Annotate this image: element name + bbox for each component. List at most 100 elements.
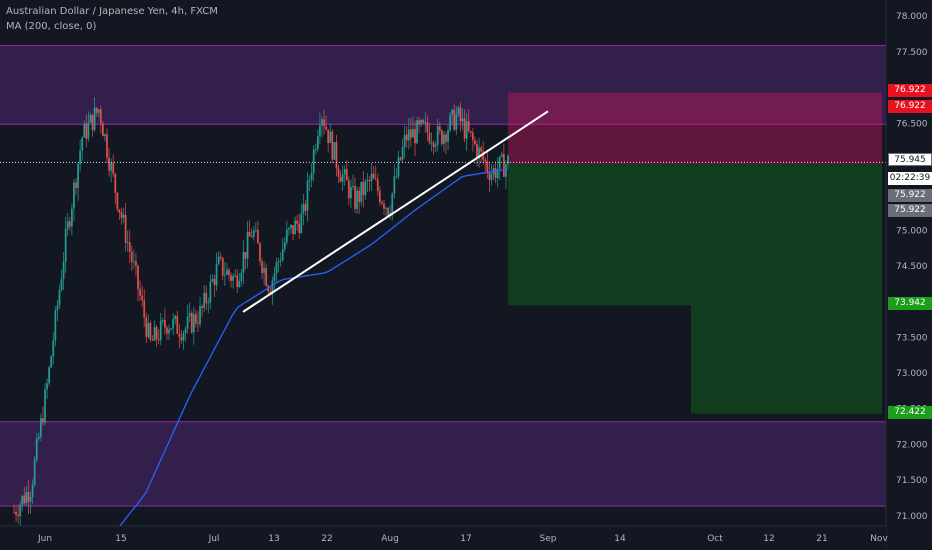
candle-body [97,109,100,113]
candle-body [139,289,141,296]
candle-body [281,249,284,261]
candle-body [418,120,421,125]
price-tick-label: 74.500 [896,262,928,272]
stop-price-badge-2: 76.922 [888,100,932,113]
candle-body [304,204,307,211]
candle-body [397,157,400,177]
candle-body [130,251,133,262]
target-2-badge: 72.422 [888,406,932,419]
candle-body [228,269,230,276]
candle-body [372,173,375,179]
candle-body [405,134,408,141]
entry-price-badge: 75.922 [888,189,932,202]
candle-body [234,275,237,277]
candle-body [215,264,218,286]
candle-body [39,418,42,437]
candle-body [15,511,17,516]
candle-body [194,314,197,324]
time-tick-label: Oct [707,534,723,544]
stop-price-badge: 76.922 [888,84,932,97]
candle-body [203,292,206,308]
candle-body [170,328,172,330]
candle-body [347,180,350,199]
price-tick-label: 72.000 [896,440,928,450]
candle-body [352,185,354,187]
candle-body [19,504,22,517]
candle-body [430,142,433,144]
candle-body [252,230,255,237]
candle-body [480,147,483,152]
candle-body [292,224,294,235]
candle-body [240,272,243,281]
candle-body [122,214,125,218]
candle-body [277,261,280,263]
candle-body [333,142,336,160]
candle-body [476,144,478,159]
upper-resistance-zone [0,45,886,125]
candle-body [312,149,315,174]
candle-body [172,319,175,329]
ma-200-line [99,168,509,550]
candle-body [399,157,402,160]
price-scale-bg [886,0,932,550]
candle-body [414,128,416,144]
candle-body [496,169,499,178]
candle-body [407,129,410,141]
candle-body [68,221,71,227]
candle-body [132,261,135,263]
time-scale[interactable]: Jun 15 Jul 13 22 Aug 17 Sep 14 Oct 12 21 Nov [0,525,888,550]
candle-body [50,355,53,368]
time-tick-label: 22 [321,534,332,544]
candle-body [60,279,63,291]
candle-body [182,333,185,341]
candle-body [387,207,390,216]
candle-body [275,262,278,274]
price-scale[interactable]: 78.00077.50077.00076.50076.00075.50075.0… [885,0,932,550]
candle-body [457,107,460,115]
candle-body [141,295,144,301]
trendline-layer[interactable] [0,110,886,313]
candle-body [106,134,108,158]
candle-body [393,176,396,194]
candle-body [35,438,38,460]
candle-body [383,203,385,209]
candle-body [248,231,251,237]
candle-body [93,107,96,131]
candle-body [486,161,489,172]
candle-body [478,147,480,159]
candle-body [157,338,160,341]
candle-body [62,261,65,280]
candle-body [230,275,232,281]
lower-support-zone [0,421,886,507]
candle-body [463,118,466,139]
candle-body [273,273,276,281]
candle-body [395,176,398,178]
candle-body [79,150,82,165]
candle-body [469,131,472,133]
candles-layer [13,97,509,527]
candle-body [89,114,92,123]
candle-body [168,329,170,334]
candle-body [161,319,164,321]
candle-body [145,317,148,337]
candle-body [13,511,15,513]
candle-body [484,159,487,162]
candle-body [242,252,245,273]
chart-title: Australian Dollar / Japanese Yen, 4h, FX… [6,6,218,17]
candle-body [110,162,113,171]
candle-body [25,492,28,504]
candle-body [507,155,509,165]
candle-body [91,114,94,131]
candle-body [56,305,59,311]
price-tick-label: 73.500 [896,333,928,343]
position-tool[interactable] [508,92,882,414]
chart-legend: Australian Dollar / Japanese Yen, 4h, FX… [6,4,218,34]
candle-body [502,154,505,177]
candle-body [73,182,75,209]
candle-body [137,265,139,290]
candle-body [213,279,216,286]
candle-body [335,142,338,169]
candle-body [151,339,154,341]
candle-body [451,109,454,115]
